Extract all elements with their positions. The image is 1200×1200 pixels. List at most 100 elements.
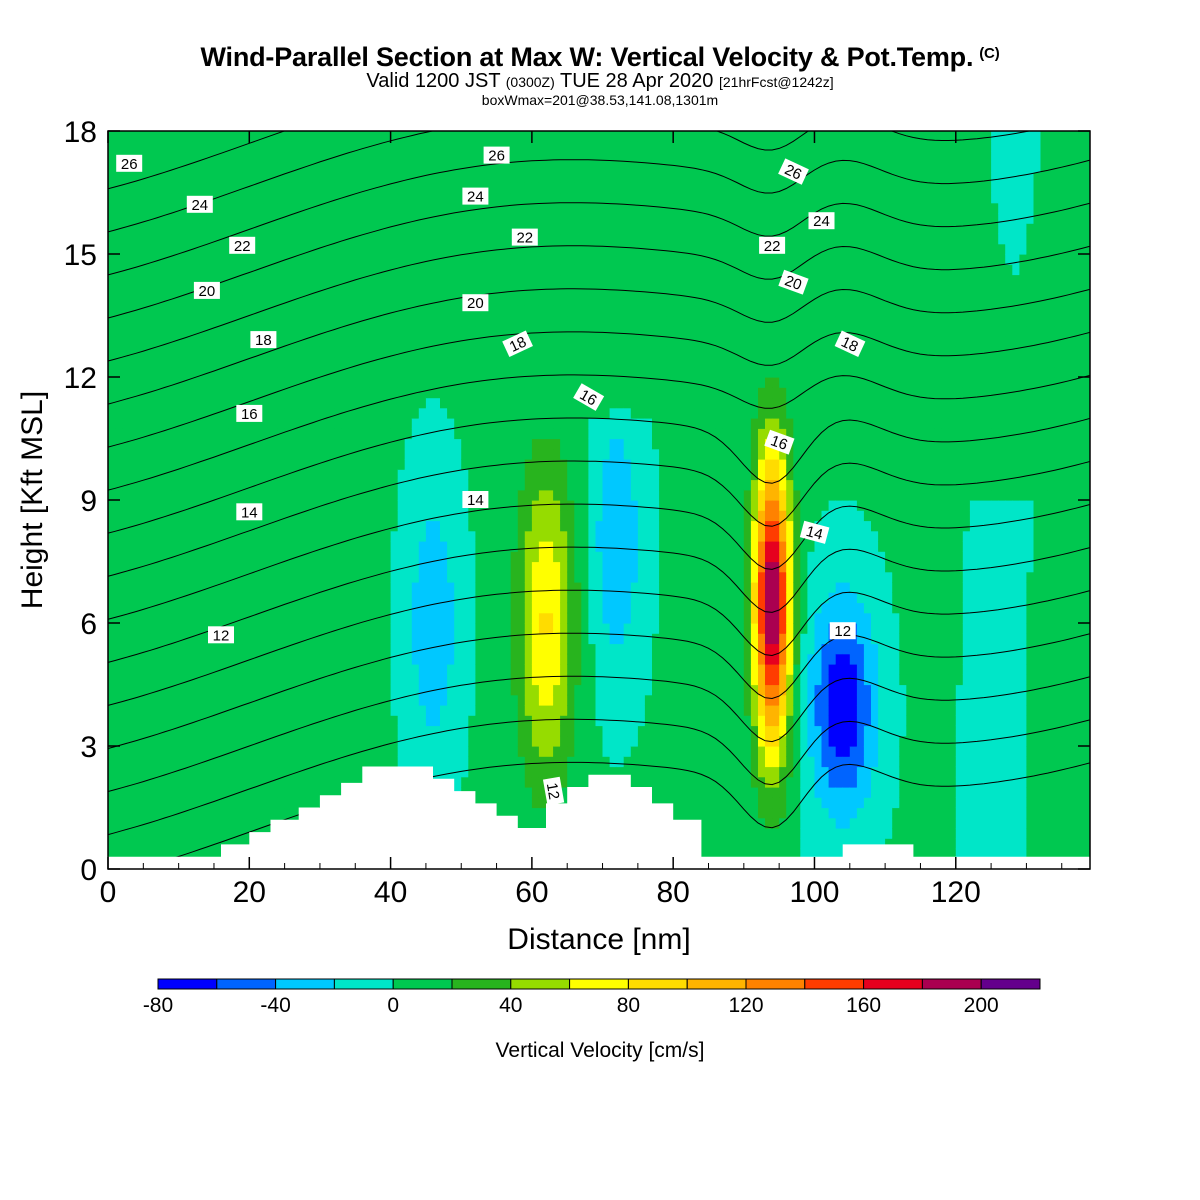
- velocity-cell: [221, 315, 229, 327]
- velocity-cell: [489, 592, 498, 604]
- velocity-cell: [277, 735, 286, 747]
- velocity-cell: [454, 428, 462, 440]
- velocity-cell: [510, 510, 519, 522]
- velocity-cell: [489, 705, 498, 716]
- velocity-cell: [440, 489, 448, 501]
- velocity-cell: [192, 489, 201, 501]
- velocity-cell: [334, 315, 342, 327]
- velocity-cell: [440, 243, 448, 255]
- velocity-cell: [334, 284, 342, 296]
- velocity-cell: [397, 356, 406, 368]
- velocity-cell: [390, 233, 399, 245]
- velocity-cell: [115, 172, 123, 183]
- velocity-cell: [538, 582, 547, 593]
- velocity-cell: [235, 284, 243, 296]
- velocity-cell: [369, 387, 378, 399]
- velocity-cell: [348, 377, 356, 388]
- velocity-cell: [228, 254, 236, 265]
- velocity-cell: [546, 151, 554, 163]
- velocity-cell: [581, 356, 589, 368]
- velocity-cell: [538, 653, 547, 665]
- velocity-cell: [235, 469, 243, 481]
- velocity-cell: [327, 254, 335, 265]
- velocity-cell: [199, 633, 208, 645]
- velocity-cell: [129, 561, 137, 573]
- velocity-cell: [327, 643, 335, 655]
- velocity-cell: [404, 202, 413, 214]
- velocity-cell: [538, 715, 547, 727]
- velocity-cell: [538, 213, 547, 224]
- velocity-cell: [538, 551, 547, 563]
- velocity-cell: [404, 705, 413, 716]
- velocity-cell: [334, 541, 342, 552]
- velocity-cell: [108, 131, 116, 142]
- velocity-cell: [249, 633, 257, 645]
- velocity-cell: [531, 807, 540, 819]
- velocity-cell: [581, 336, 589, 347]
- velocity-cell: [263, 725, 272, 737]
- velocity-cell: [327, 746, 335, 757]
- velocity-cell: [390, 592, 399, 604]
- velocity-cell: [108, 418, 116, 429]
- velocity-cell: [291, 213, 300, 224]
- velocity-cell: [588, 131, 597, 142]
- velocity-cell: [348, 366, 356, 378]
- velocity-cell: [129, 582, 137, 593]
- velocity-cell: [122, 633, 130, 645]
- velocity-cell: [588, 438, 597, 450]
- velocity-cell: [567, 346, 575, 358]
- velocity-cell: [192, 787, 201, 798]
- velocity-cell: [595, 735, 604, 747]
- velocity-cell: [185, 664, 194, 675]
- velocity-cell: [468, 356, 476, 368]
- velocity-cell: [468, 756, 476, 768]
- velocity-cell: [129, 848, 137, 860]
- velocity-cell: [221, 438, 229, 450]
- velocity-cell: [341, 479, 349, 491]
- velocity-cell: [369, 633, 378, 645]
- velocity-cell: [489, 582, 498, 593]
- velocity-cell: [206, 254, 215, 265]
- velocity-cell: [482, 592, 491, 604]
- velocity-cell: [298, 633, 307, 645]
- velocity-cell: [284, 172, 293, 183]
- velocity-cell: [517, 315, 526, 327]
- velocity-cell: [228, 346, 236, 358]
- velocity-cell: [369, 202, 378, 214]
- velocity-cell: [447, 315, 455, 327]
- velocity-cell: [270, 469, 279, 481]
- velocity-cell: [524, 817, 533, 829]
- velocity-cell: [150, 715, 159, 727]
- velocity-cell: [150, 387, 159, 399]
- velocity-cell: [348, 612, 356, 624]
- velocity-cell: [531, 776, 540, 788]
- velocity-cell: [362, 336, 370, 347]
- velocity-cell: [411, 459, 420, 470]
- velocity-cell: [468, 705, 476, 716]
- velocity-cell: [376, 725, 385, 737]
- velocity-cell: [355, 766, 363, 778]
- velocity-cell: [249, 623, 257, 634]
- velocity-cell: [546, 571, 554, 583]
- velocity-cell: [185, 161, 194, 173]
- velocity-cell: [440, 233, 448, 245]
- velocity-cell: [277, 131, 286, 142]
- velocity-cell: [298, 151, 307, 163]
- velocity-cell: [411, 161, 420, 173]
- velocity-cell: [376, 715, 385, 727]
- velocity-cell: [546, 407, 554, 419]
- velocity-cell: [284, 623, 293, 634]
- velocity-cell: [199, 664, 208, 675]
- velocity-cell: [277, 141, 286, 153]
- velocity-cell: [122, 848, 130, 860]
- velocity-cell: [327, 694, 335, 706]
- velocity-cell: [284, 797, 293, 809]
- velocity-cell: [531, 356, 540, 368]
- velocity-cell: [122, 766, 130, 778]
- velocity-cell: [517, 264, 526, 276]
- velocity-cell: [334, 305, 342, 317]
- velocity-cell: [454, 141, 462, 153]
- velocity-cell: [192, 500, 201, 511]
- velocity-cell: [291, 479, 300, 491]
- velocity-cell: [242, 366, 250, 378]
